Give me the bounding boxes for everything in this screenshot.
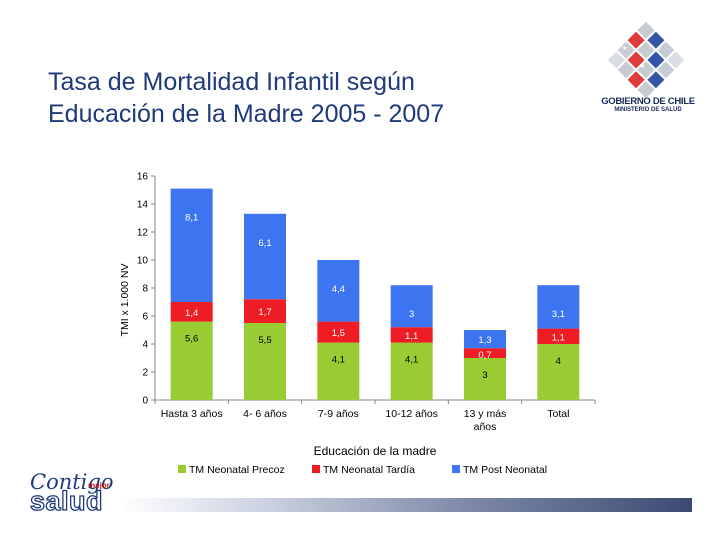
svg-text:★: ★ xyxy=(622,45,627,52)
x-tick-label: 13 y más xyxy=(464,408,507,420)
x-tick-label: Hasta 3 años xyxy=(161,408,223,420)
data-label: 1,1 xyxy=(405,331,418,342)
bar-precoz xyxy=(390,342,433,400)
data-label: 4,1 xyxy=(332,355,345,366)
bar-precoz xyxy=(244,323,286,400)
bar-precoz xyxy=(464,358,506,400)
bar-precoz xyxy=(317,342,360,400)
bar-tardia xyxy=(464,348,506,358)
bar-tardia xyxy=(390,327,433,343)
footer-logo-word-salud: salud xyxy=(29,485,104,516)
svg-text:★: ★ xyxy=(640,63,645,70)
data-label: 1,4 xyxy=(185,308,198,319)
data-label: 5,5 xyxy=(258,335,271,346)
data-label: 4,4 xyxy=(332,284,345,295)
data-label: 3 xyxy=(409,309,414,320)
y-tick-label: 8 xyxy=(142,284,148,295)
y-tick-label: 16 xyxy=(137,172,149,183)
footer-logo-word-contigo: Contigo xyxy=(30,470,114,494)
footer-gradient-band xyxy=(118,498,692,512)
data-label: 6,1 xyxy=(258,238,271,249)
bar-precoz xyxy=(170,321,213,400)
bar-post xyxy=(390,285,433,328)
y-axis-label: TMI x 1.000 NV xyxy=(119,264,131,337)
title-line-1: Tasa de Mortalidad Infantil según xyxy=(48,68,415,96)
y-tick-label: 2 xyxy=(142,368,148,379)
y-tick-label: 12 xyxy=(137,228,149,239)
data-label: 3,1 xyxy=(552,309,565,320)
data-label: 1,1 xyxy=(552,332,565,343)
bar-post xyxy=(537,285,580,329)
svg-text:★: ★ xyxy=(656,45,661,52)
bar-post xyxy=(464,330,506,349)
legend-swatch xyxy=(312,465,320,473)
data-label: 5,6 xyxy=(185,334,198,345)
data-label: 3 xyxy=(482,370,487,381)
bar-post xyxy=(244,213,286,300)
bar-post xyxy=(317,260,360,322)
x-tick-label: 7-9 años xyxy=(318,408,359,420)
bar-post xyxy=(170,188,213,302)
bar-tardia xyxy=(244,299,286,323)
data-label: 1,7 xyxy=(258,307,271,318)
title-line-2: Educación de la Madre 2005 - 2007 xyxy=(48,100,445,128)
y-tick-label: 0 xyxy=(142,396,148,407)
logo-ministerio-text: MINISTERIO DE SALUD xyxy=(614,107,682,113)
data-label: 8,1 xyxy=(185,213,198,224)
footer-logo-word-mejor: mejor xyxy=(88,481,110,490)
legend-entry: TM Post Neonatal xyxy=(463,464,547,476)
data-label: 1,5 xyxy=(332,328,345,339)
legend-entry: TM Neonatal Precoz xyxy=(189,464,285,476)
logo-gobierno-text: GOBIERNO DE CHILE xyxy=(601,96,695,107)
x-axis-label: Educación de la madre xyxy=(314,444,437,458)
data-label: 1,3 xyxy=(478,335,491,346)
slide-title: Tasa de Mortalidad Infantil según Educac… xyxy=(48,66,568,130)
bar-tardia xyxy=(170,302,213,322)
legend-swatch xyxy=(452,465,460,473)
bar-precoz xyxy=(537,344,580,400)
data-label: 0,7 xyxy=(478,350,491,361)
stacked-bar-chart: 0 2 4 6 8 10 12 14 16 TMI x 1.000 NV 5,6 1,4 8,1 Hast… xyxy=(119,172,596,476)
y-tick-label: 4 xyxy=(142,340,148,351)
bar-tardia xyxy=(317,321,360,343)
data-label: 4,1 xyxy=(405,355,418,366)
x-tick-label: 4- 6 años xyxy=(243,408,287,420)
data-label: 4 xyxy=(556,356,561,367)
x-tick-label: 10-12 años xyxy=(385,408,438,420)
x-tick-label: Total xyxy=(547,408,569,420)
legend-swatch xyxy=(178,465,186,473)
gobierno-logo-icon: ★ ★ ★ xyxy=(607,22,685,99)
x-tick-label: años xyxy=(474,421,497,433)
bar-tardia xyxy=(537,328,580,344)
y-tick-label: 10 xyxy=(137,256,149,267)
y-tick-label: 6 xyxy=(142,312,148,323)
y-tick-label: 14 xyxy=(137,200,149,211)
legend-entry: TM Neonatal Tardía xyxy=(323,464,415,476)
